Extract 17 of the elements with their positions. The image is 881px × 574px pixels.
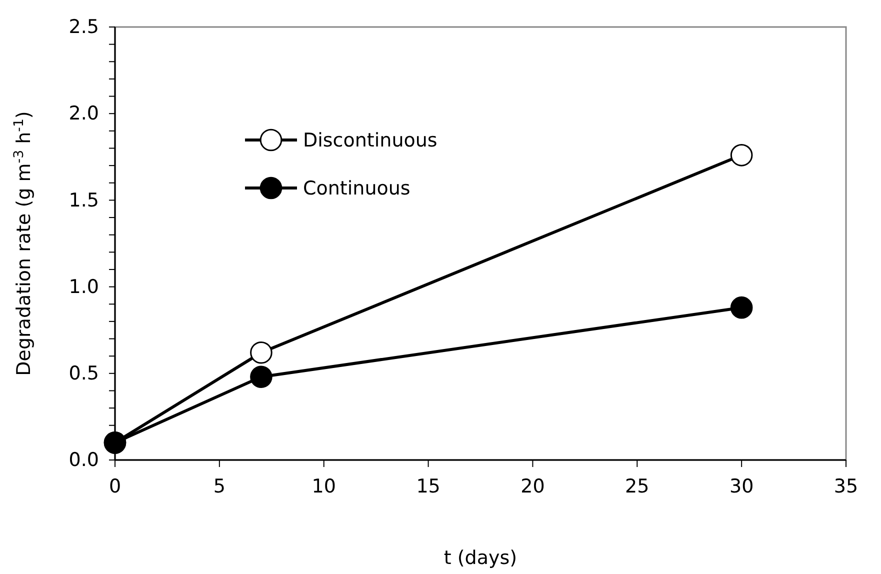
y-tick-label: 2.5	[68, 16, 99, 38]
x-tick-label: 15	[416, 475, 440, 498]
x-tick-label: 35	[834, 475, 858, 498]
y-tick-label: 1.5	[68, 189, 99, 212]
x-tick-label: 25	[625, 475, 650, 498]
x-tick-label: 5	[213, 475, 226, 498]
y-tick-label: 0.5	[68, 362, 99, 384]
legend-label: Continuous	[303, 178, 410, 200]
y-tick-label: 2.0	[68, 102, 99, 125]
x-tick-label: 20	[520, 475, 545, 498]
text: 0.0	[68, 449, 99, 472]
x-axis-title: t (days)	[444, 547, 518, 569]
x-tick-label: 0	[108, 475, 122, 498]
legend-label: Discontinuous	[303, 130, 438, 152]
x-tick-label: 30	[729, 475, 754, 498]
y-tick-label: 1.0	[68, 276, 99, 298]
x-tick-label: 10	[312, 475, 336, 498]
